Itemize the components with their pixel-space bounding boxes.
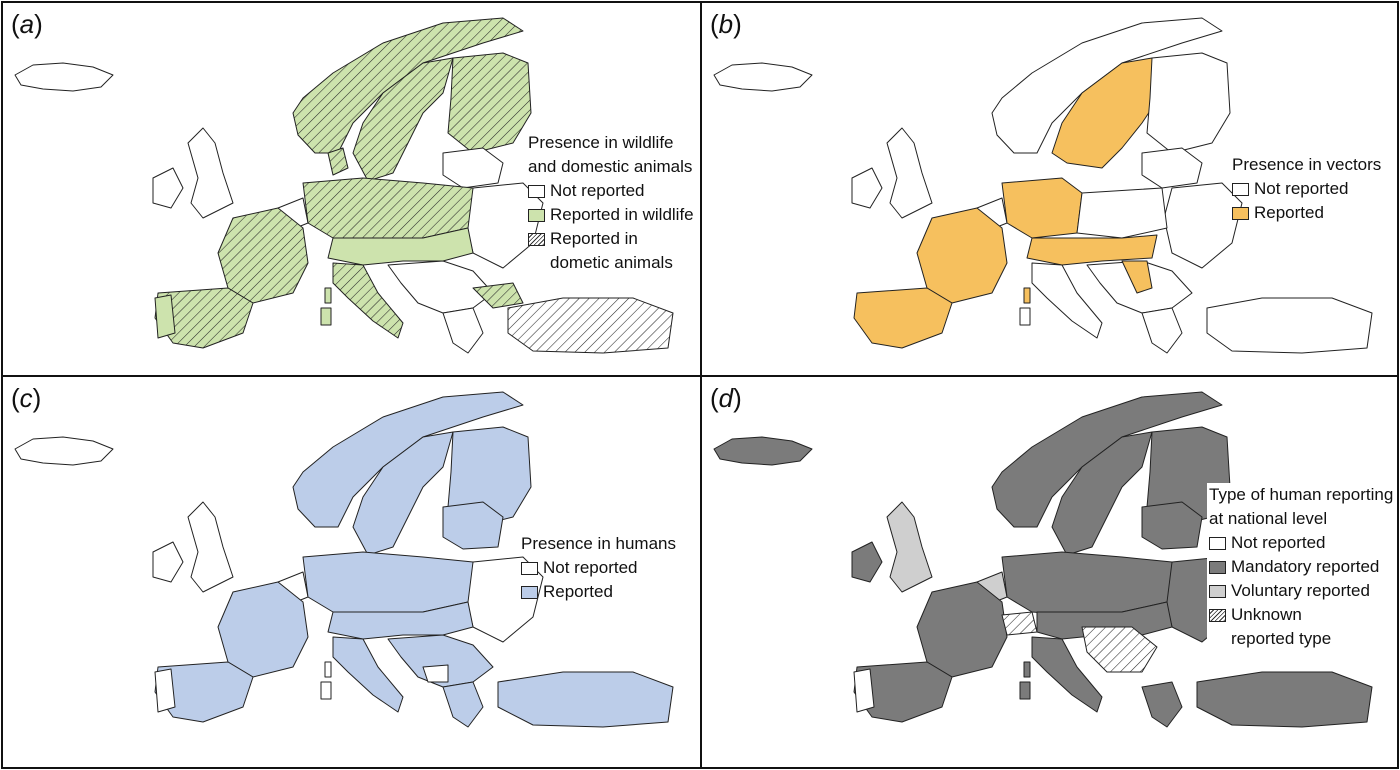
germany-poland	[302, 177, 474, 242]
swatch	[521, 561, 538, 575]
legend-title: Presence in vectors	[1232, 155, 1382, 174]
legend-item-cont: dometic animals	[550, 253, 673, 272]
map-panel-b: (b) Presence in vectors No	[700, 1, 1399, 377]
legend-item: Voluntary reported	[1209, 579, 1393, 603]
denmark	[327, 147, 349, 176]
iceland	[14, 62, 114, 92]
legend-title: at national level	[1209, 509, 1328, 528]
panel-label: (c)	[11, 383, 42, 413]
legend-title: Presence in wildlife	[528, 133, 674, 152]
panel-label: (d)	[710, 383, 742, 413]
sweden	[352, 57, 454, 182]
legend-item: Mandatory reported	[1209, 555, 1393, 579]
portugal	[154, 294, 176, 339]
legend-title: Presence in humans	[521, 534, 676, 553]
legend-item: Not reported	[528, 179, 694, 203]
legend-item: Not reported	[1209, 531, 1393, 555]
europe-map-c	[14, 391, 674, 728]
sardinia	[320, 307, 332, 326]
legend: Presence in humans Not reported Reported	[521, 532, 676, 604]
france	[217, 207, 309, 304]
swatch	[528, 184, 545, 198]
legend-title: and domestic animals	[528, 157, 693, 176]
panel-label: (b)	[710, 9, 742, 39]
swatch	[521, 585, 538, 599]
legend-item: Reported in	[528, 227, 694, 251]
legend-item: Reported	[1232, 201, 1381, 225]
bulgaria	[472, 282, 524, 309]
legend: Presence in vectors Not reported Reporte…	[1232, 153, 1381, 225]
legend-title: Type of human reporting	[1209, 485, 1394, 504]
legend: Type of human reporting at national leve…	[1207, 483, 1396, 651]
panel-label: (a)	[11, 9, 43, 39]
map-panel-d: (d) Type of human reporting	[700, 375, 1399, 769]
swatch	[1209, 560, 1226, 574]
legend-item-cont: reported type	[1231, 629, 1332, 648]
legend-item: Not reported	[521, 556, 676, 580]
italy	[332, 262, 404, 339]
corsica	[324, 287, 332, 304]
swatch	[1209, 536, 1226, 550]
swatch	[1232, 182, 1249, 196]
legend-item: Unknown	[1209, 603, 1393, 627]
legend-item: Not reported	[1232, 177, 1381, 201]
europe-map-a	[14, 17, 674, 354]
ireland	[152, 167, 184, 209]
swatch	[1209, 608, 1226, 622]
europe-map-b	[713, 17, 1373, 354]
turkey	[507, 297, 674, 354]
swatch	[528, 208, 545, 222]
legend-item: Reported	[521, 580, 676, 604]
finland	[447, 52, 532, 154]
swatch	[1209, 584, 1226, 598]
norway	[292, 17, 524, 154]
swatch	[528, 232, 545, 246]
uk	[187, 127, 234, 219]
legend-item: Reported in wildlife	[528, 203, 694, 227]
europe-map-d	[713, 391, 1373, 728]
map-panel-c: (c) Presence in humans Not	[1, 375, 702, 769]
greece	[442, 307, 484, 354]
legend: Presence in wildlife and domestic animal…	[528, 131, 694, 275]
baltics	[442, 147, 504, 189]
swatch	[1232, 206, 1249, 220]
map-panel-a: (a) Presence in wildlif	[1, 1, 702, 377]
